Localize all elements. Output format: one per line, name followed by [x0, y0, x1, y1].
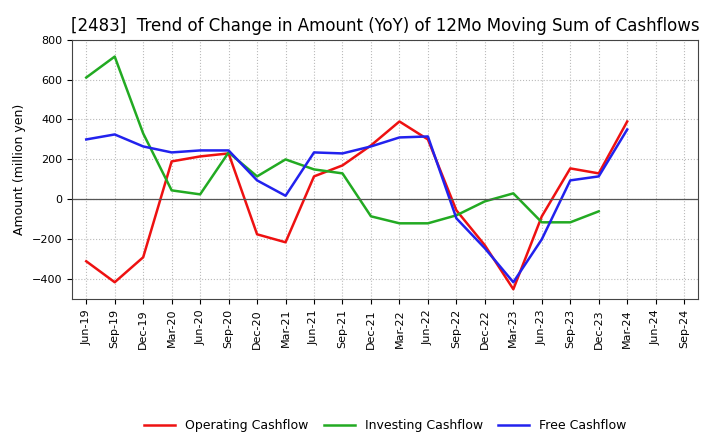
Free Cashflow — [509, 279, 518, 285]
Operating Cashflow — [452, 208, 461, 213]
Operating Cashflow — [423, 137, 432, 142]
Title: [2483]  Trend of Change in Amount (YoY) of 12Mo Moving Sum of Cashflows: [2483] Trend of Change in Amount (YoY) o… — [71, 17, 700, 35]
Free Cashflow — [167, 150, 176, 155]
Operating Cashflow — [167, 159, 176, 164]
Free Cashflow — [310, 150, 318, 155]
Investing Cashflow — [595, 209, 603, 214]
Free Cashflow — [82, 137, 91, 142]
Investing Cashflow — [338, 171, 347, 176]
Investing Cashflow — [566, 220, 575, 225]
Legend: Operating Cashflow, Investing Cashflow, Free Cashflow: Operating Cashflow, Investing Cashflow, … — [139, 414, 631, 437]
Free Cashflow — [225, 148, 233, 153]
Investing Cashflow — [366, 214, 375, 219]
Investing Cashflow — [225, 150, 233, 155]
Investing Cashflow — [282, 157, 290, 162]
Free Cashflow — [110, 132, 119, 137]
Free Cashflow — [537, 237, 546, 242]
Free Cashflow — [423, 134, 432, 139]
Investing Cashflow — [139, 131, 148, 136]
Investing Cashflow — [537, 220, 546, 225]
Free Cashflow — [395, 135, 404, 140]
Operating Cashflow — [225, 151, 233, 156]
Investing Cashflow — [253, 174, 261, 179]
Operating Cashflow — [282, 240, 290, 245]
Free Cashflow — [595, 174, 603, 179]
Investing Cashflow — [480, 199, 489, 204]
Y-axis label: Amount (million yen): Amount (million yen) — [13, 104, 26, 235]
Operating Cashflow — [566, 166, 575, 171]
Free Cashflow — [139, 144, 148, 149]
Free Cashflow — [338, 151, 347, 156]
Operating Cashflow — [480, 242, 489, 248]
Free Cashflow — [253, 178, 261, 183]
Free Cashflow — [366, 144, 375, 149]
Free Cashflow — [196, 148, 204, 153]
Operating Cashflow — [537, 214, 546, 219]
Line: Free Cashflow: Free Cashflow — [86, 129, 627, 282]
Line: Operating Cashflow: Operating Cashflow — [86, 121, 627, 289]
Free Cashflow — [480, 246, 489, 251]
Operating Cashflow — [82, 259, 91, 264]
Operating Cashflow — [595, 171, 603, 176]
Investing Cashflow — [423, 221, 432, 226]
Investing Cashflow — [509, 191, 518, 196]
Investing Cashflow — [310, 167, 318, 172]
Line: Investing Cashflow: Investing Cashflow — [86, 57, 599, 224]
Operating Cashflow — [110, 279, 119, 285]
Operating Cashflow — [395, 119, 404, 124]
Operating Cashflow — [338, 163, 347, 168]
Free Cashflow — [566, 178, 575, 183]
Investing Cashflow — [196, 192, 204, 197]
Investing Cashflow — [395, 221, 404, 226]
Investing Cashflow — [167, 188, 176, 193]
Operating Cashflow — [196, 154, 204, 159]
Operating Cashflow — [509, 286, 518, 292]
Operating Cashflow — [623, 119, 631, 124]
Investing Cashflow — [452, 213, 461, 218]
Free Cashflow — [452, 216, 461, 221]
Free Cashflow — [623, 127, 631, 132]
Investing Cashflow — [110, 54, 119, 59]
Free Cashflow — [282, 193, 290, 198]
Operating Cashflow — [253, 231, 261, 237]
Operating Cashflow — [366, 143, 375, 148]
Operating Cashflow — [139, 255, 148, 260]
Investing Cashflow — [82, 75, 91, 80]
Operating Cashflow — [310, 174, 318, 179]
